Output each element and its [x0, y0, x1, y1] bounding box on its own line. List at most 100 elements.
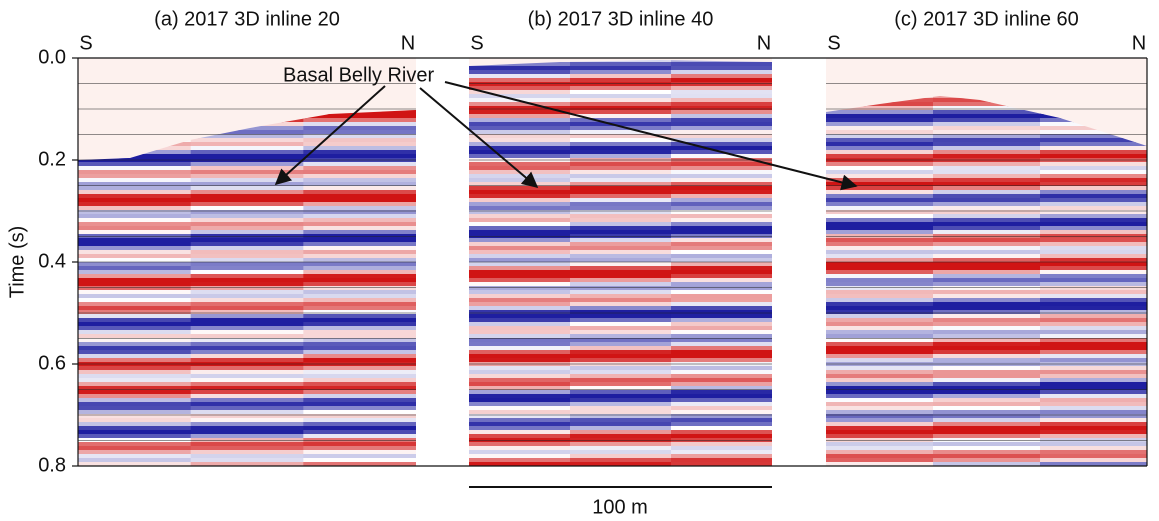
seismic-band	[469, 126, 571, 131]
seismic-band	[826, 354, 934, 359]
seismic-band	[303, 354, 416, 359]
seismic-band	[1040, 350, 1147, 355]
seismic-band	[78, 246, 192, 251]
seismic-band	[570, 346, 672, 351]
seismic-band	[671, 254, 772, 259]
seismic-band	[469, 230, 571, 235]
seismic-band	[1040, 190, 1147, 195]
seismic-band	[570, 270, 672, 275]
seismic-band	[826, 154, 934, 159]
seismic-band	[933, 358, 1041, 363]
seismic-band	[190, 310, 304, 315]
seismic-band	[469, 226, 571, 231]
seismic-band	[469, 274, 571, 279]
seismic-band	[1040, 274, 1147, 279]
seismic-band	[469, 118, 571, 123]
seismic-band	[469, 62, 571, 67]
seismic-band	[671, 294, 772, 299]
seismic-band	[469, 354, 571, 359]
seismic-band	[933, 214, 1041, 219]
seismic-band	[826, 202, 934, 207]
seismic-band	[190, 150, 304, 155]
seismic-band	[933, 394, 1041, 399]
seismic-band	[190, 458, 304, 463]
seismic-band	[933, 186, 1041, 191]
seismic-band	[190, 418, 304, 423]
seismic-band	[190, 298, 304, 303]
seismic-band	[469, 130, 571, 135]
seismic-band	[671, 178, 772, 183]
seismic-band	[826, 274, 934, 279]
seismic-band	[469, 398, 571, 403]
seismic-band	[671, 434, 772, 439]
seismic-band	[826, 462, 934, 466]
seismic-band	[303, 134, 416, 139]
seismic-band	[570, 142, 672, 147]
seismic-band	[671, 422, 772, 427]
seismic-band	[1040, 458, 1147, 463]
seismic-band	[303, 430, 416, 435]
seismic-band	[570, 338, 672, 343]
seismic-band	[933, 326, 1041, 331]
seismic-band	[78, 370, 192, 375]
seismic-band	[826, 434, 934, 439]
seismic-band	[570, 330, 672, 335]
seismic-band	[78, 294, 192, 299]
seismic-band	[1040, 418, 1147, 423]
seismic-band	[469, 186, 571, 191]
seismic-band	[671, 262, 772, 267]
seismic-band	[190, 174, 304, 179]
seismic-band	[570, 218, 672, 223]
seismic-band	[933, 278, 1041, 283]
seismic-band	[671, 414, 772, 419]
seismic-band	[826, 314, 934, 319]
seismic-band	[469, 150, 571, 155]
seismic-band	[671, 442, 772, 447]
seismic-band	[1040, 398, 1147, 403]
seismic-band	[469, 250, 571, 255]
seismic-band	[1040, 134, 1147, 139]
seismic-band	[671, 202, 772, 207]
seismic-band	[933, 426, 1041, 431]
seismic-band	[303, 242, 416, 247]
seismic-band	[933, 294, 1041, 299]
panel-left-label: S	[79, 32, 92, 54]
seismic-band	[826, 298, 934, 303]
seismic-band	[570, 254, 672, 259]
seismic-band	[190, 334, 304, 339]
seismic-band	[933, 334, 1041, 339]
seismic-band	[303, 186, 416, 191]
seismic-band	[671, 358, 772, 363]
seismic-band	[671, 338, 772, 343]
seismic-band	[933, 282, 1041, 287]
seismic-band	[570, 430, 672, 435]
seismic-band	[671, 110, 772, 115]
seismic-band	[570, 410, 672, 415]
seismic-band	[826, 210, 934, 215]
seismic-band	[570, 250, 672, 255]
seismic-band	[570, 426, 672, 431]
seismic-band	[190, 154, 304, 159]
seismic-band	[671, 274, 772, 279]
seismic-band	[570, 310, 672, 315]
seismic-band	[1040, 226, 1147, 231]
seismic-band	[469, 390, 571, 395]
seismic-band	[671, 298, 772, 303]
seismic-band	[826, 122, 934, 127]
seismic-band	[78, 378, 192, 383]
seismic-band	[78, 358, 192, 363]
seismic-band	[303, 274, 416, 279]
seismic-band	[190, 434, 304, 439]
seismic-band	[303, 402, 416, 407]
seismic-band	[933, 406, 1041, 411]
seismic-band	[570, 226, 672, 231]
seismic-band	[469, 262, 571, 267]
seismic-band	[190, 358, 304, 363]
seismic-band	[933, 378, 1041, 383]
seismic-band	[826, 246, 934, 251]
seismic-band	[933, 226, 1041, 231]
seismic-band	[303, 398, 416, 403]
seismic-band	[826, 226, 934, 231]
seismic-band	[671, 394, 772, 399]
seismic-band	[570, 178, 672, 183]
